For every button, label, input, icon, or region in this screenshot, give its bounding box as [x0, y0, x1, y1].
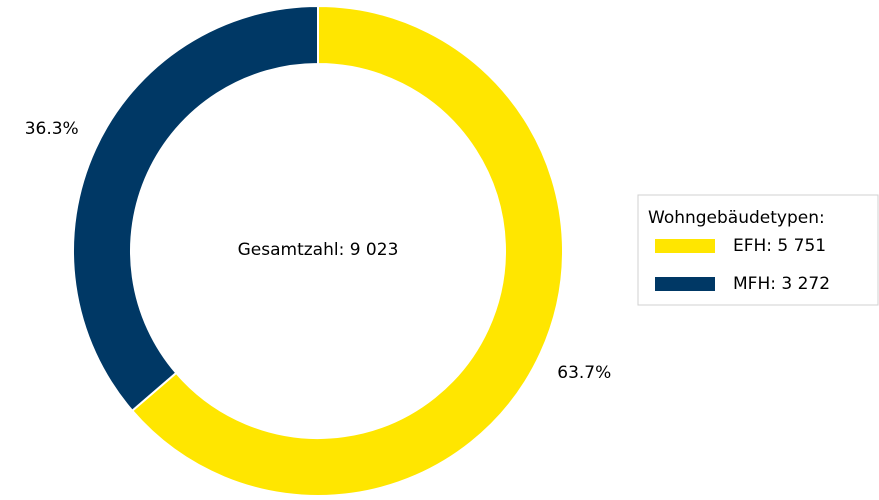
legend-title: Wohngebäudetypen: [648, 208, 825, 228]
slice [130, 4, 564, 497]
value-label: 63.7% [557, 363, 611, 383]
center-text: Gesamtzahl: 9 023 [238, 240, 399, 260]
legend-label: MFH: 3 272 [733, 274, 830, 294]
legend-label: EFH: 5 751 [733, 236, 826, 256]
slice [72, 4, 319, 413]
legend-swatch [655, 239, 715, 253]
legend-swatch [655, 277, 715, 291]
value-label: 36.3% [25, 119, 79, 139]
